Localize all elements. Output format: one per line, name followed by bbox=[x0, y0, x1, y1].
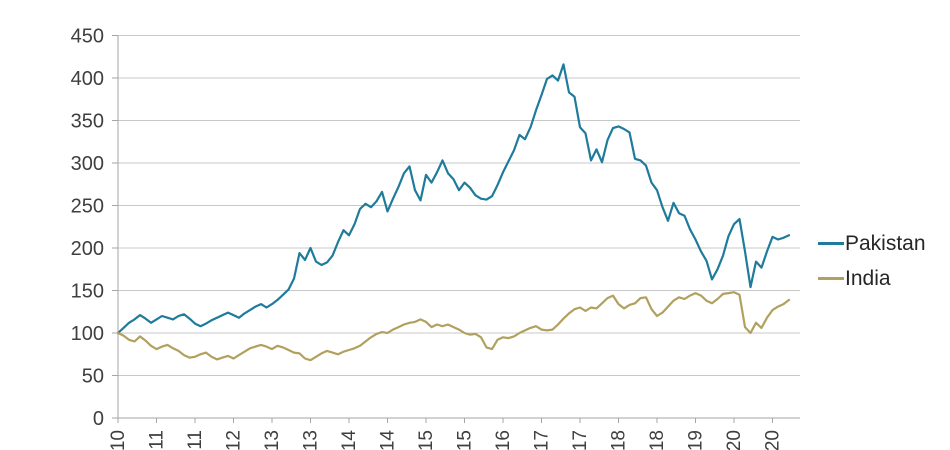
x-axis-label: 18 bbox=[647, 430, 668, 450]
x-axis-label: 11 bbox=[147, 430, 168, 450]
x-axis-label: 16 bbox=[493, 430, 514, 450]
y-axis-label: 350 bbox=[71, 111, 104, 133]
legend-item-india: India bbox=[818, 261, 926, 296]
x-axis-label: 12 bbox=[224, 430, 245, 450]
pakistan-line-swatch bbox=[818, 242, 844, 245]
pakistan-line bbox=[116, 63, 791, 335]
x-axis-label: 10 bbox=[108, 430, 129, 450]
y-axis-label: 300 bbox=[71, 153, 104, 175]
x-axis-label: 14 bbox=[339, 430, 360, 450]
x-axis-label: 18 bbox=[609, 430, 630, 450]
x-axis-label: 11 bbox=[185, 430, 206, 450]
legend-label-pakistan: Pakistan bbox=[845, 232, 926, 255]
y-axis-label: 50 bbox=[82, 366, 104, 388]
y-axis-label: 250 bbox=[71, 196, 104, 218]
x-axis-label: 19 bbox=[686, 430, 707, 450]
x-axis-label: 15 bbox=[455, 430, 476, 450]
x-axis-label: 14 bbox=[378, 430, 399, 450]
india-line bbox=[116, 291, 791, 362]
x-axis-label: 13 bbox=[301, 430, 322, 450]
y-axis-label: 100 bbox=[71, 323, 104, 345]
legend: Pakistan India bbox=[818, 226, 926, 296]
y-axis-label: 450 bbox=[71, 26, 104, 48]
y-axis-label: 0 bbox=[93, 408, 104, 430]
x-axis-label: 15 bbox=[416, 430, 437, 450]
india-line-swatch bbox=[818, 277, 844, 280]
x-axis-label: 17 bbox=[570, 430, 591, 450]
y-axis-label: 150 bbox=[71, 281, 104, 303]
y-axis-label: 200 bbox=[71, 238, 104, 260]
legend-label-india: India bbox=[845, 267, 891, 290]
legend-item-pakistan: Pakistan bbox=[818, 226, 926, 261]
y-axis-label: 400 bbox=[71, 68, 104, 90]
x-axis-label: 17 bbox=[532, 430, 553, 450]
x-axis-label: 20 bbox=[724, 430, 745, 450]
x-axis-label: 20 bbox=[763, 430, 784, 450]
x-axis-label: 13 bbox=[262, 430, 283, 450]
